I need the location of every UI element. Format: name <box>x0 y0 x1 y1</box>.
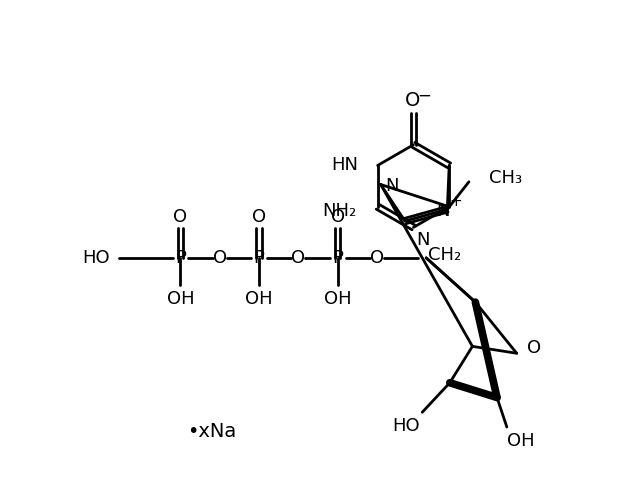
Text: O: O <box>173 208 188 226</box>
Text: P: P <box>253 249 264 267</box>
Text: P: P <box>332 249 343 267</box>
Text: O: O <box>252 208 266 226</box>
Text: CH₃: CH₃ <box>488 169 522 187</box>
Text: •xNa: •xNa <box>188 422 237 442</box>
Text: O: O <box>291 249 305 267</box>
Text: CH₂: CH₂ <box>428 246 461 264</box>
Text: HO: HO <box>393 417 420 435</box>
Text: HN: HN <box>331 156 358 174</box>
Text: P: P <box>175 249 186 267</box>
Text: +: + <box>450 194 463 209</box>
Text: OH: OH <box>245 290 273 308</box>
Text: O: O <box>331 208 345 226</box>
Text: O: O <box>404 91 420 110</box>
Text: OH: OH <box>507 432 534 450</box>
Text: N: N <box>417 231 430 249</box>
Text: N: N <box>386 178 399 196</box>
Text: NH₂: NH₂ <box>322 202 356 220</box>
Text: O: O <box>370 249 384 267</box>
Text: N: N <box>436 202 450 220</box>
Text: OH: OH <box>324 290 351 308</box>
Text: O: O <box>527 340 541 357</box>
Text: −: − <box>417 86 431 104</box>
Text: O: O <box>212 249 227 267</box>
Text: OH: OH <box>166 290 194 308</box>
Text: HO: HO <box>82 249 109 267</box>
